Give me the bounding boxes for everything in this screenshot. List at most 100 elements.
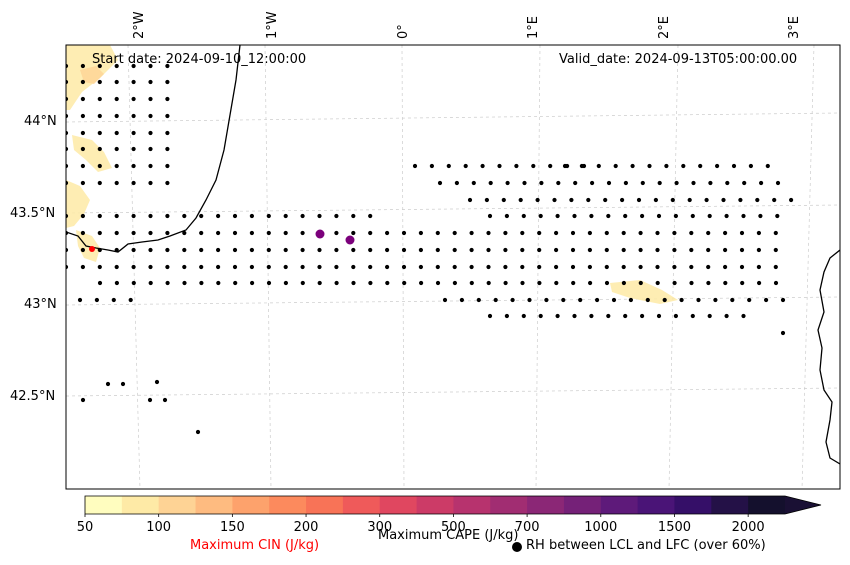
rh-dot <box>182 280 187 286</box>
colorbar-segment <box>195 496 233 514</box>
rh-dot <box>741 313 746 319</box>
rh-dot <box>165 63 170 69</box>
rh-dot <box>351 264 356 270</box>
rh-dot <box>504 313 509 319</box>
rh-dot <box>165 130 170 136</box>
rh-dot <box>740 280 745 286</box>
rh-dot <box>707 213 712 219</box>
rh-dot <box>418 247 423 253</box>
cape-marker <box>315 229 325 239</box>
rh-dot <box>773 264 778 270</box>
rh-dot <box>249 230 254 236</box>
rh-dot <box>789 197 794 203</box>
rh-dot <box>756 247 762 253</box>
rh-dot <box>587 247 593 253</box>
rh-dot <box>66 247 69 253</box>
rh-dot <box>463 163 468 169</box>
colorbar-segment <box>416 496 454 514</box>
rh-dot <box>604 264 609 270</box>
rh-dot <box>755 197 760 203</box>
rh-dot <box>66 180 69 186</box>
rh-dot <box>77 297 83 303</box>
rh-dot <box>587 264 593 270</box>
rh-dot <box>469 264 474 270</box>
rh-dot <box>66 163 69 169</box>
rh-dot <box>266 264 271 270</box>
rh-dot <box>66 213 69 219</box>
rh-dot <box>401 264 407 270</box>
rh-dot <box>497 163 502 169</box>
rh-dot <box>586 197 591 203</box>
cape-shading <box>66 45 678 304</box>
rh-dot <box>673 313 679 319</box>
rh-dot <box>165 163 170 169</box>
rh-dot <box>730 297 735 303</box>
rh-dot <box>759 180 764 186</box>
rh-dot <box>707 313 712 319</box>
rh-dot <box>620 197 625 203</box>
rh-dot <box>647 163 652 169</box>
colorbar-segment <box>158 496 197 514</box>
rh-dot <box>111 297 116 303</box>
rh-dot <box>195 429 201 435</box>
rh-dot <box>537 230 542 236</box>
rh-dot <box>630 163 635 169</box>
rh-dot <box>385 280 390 286</box>
rh-dot <box>544 297 549 303</box>
rh-dot <box>531 163 536 169</box>
rh-dot <box>97 163 102 169</box>
rh-dot <box>715 163 720 169</box>
rh-dot <box>147 397 153 403</box>
cape-area <box>610 280 678 304</box>
rh-legend-dot-icon <box>512 542 522 552</box>
rh-dot <box>80 247 85 253</box>
colorbar-tick-label: 700 <box>514 520 540 535</box>
rh-dot <box>368 213 373 219</box>
rh-dot <box>114 130 119 136</box>
rh-dot <box>162 397 168 403</box>
cape-colorbar-label: Maximum CAPE (J/kg) <box>378 528 519 543</box>
rh-dot <box>300 230 305 236</box>
rh-dot <box>418 230 423 236</box>
rh-dot <box>148 180 153 186</box>
rh-dot <box>94 297 99 303</box>
rh-dot <box>165 280 170 286</box>
rh-dot <box>80 113 85 119</box>
rh-dot <box>764 297 769 303</box>
rh-dot <box>604 280 610 286</box>
colorbar-segment <box>637 496 675 514</box>
rh-dot <box>535 197 540 203</box>
rh-dot <box>573 180 578 186</box>
rh-dot <box>467 197 473 203</box>
rh-dot <box>572 213 577 219</box>
rh-dot <box>628 297 634 303</box>
rh-dot <box>385 247 390 253</box>
rh-dot <box>606 180 612 186</box>
rh-dot <box>401 230 407 236</box>
rh-dot <box>216 213 221 219</box>
rh-dot <box>723 280 728 286</box>
rh-dot <box>595 297 600 303</box>
rh-dot <box>165 79 170 85</box>
rh-dot <box>148 213 153 219</box>
rh-dot <box>664 163 669 169</box>
rh-dot <box>756 264 762 270</box>
colorbar-tick-label: 2000 <box>731 520 765 535</box>
rh-dot <box>334 247 339 253</box>
lon-label-1w: 1°W <box>265 11 280 39</box>
rh-dot <box>368 230 373 236</box>
rh-dot <box>723 264 728 270</box>
colorbar-outline <box>84 495 822 515</box>
rh-dot <box>578 297 583 303</box>
rh-dot <box>97 79 102 85</box>
rh-dot <box>681 163 686 169</box>
rh-dot <box>645 297 650 303</box>
rh-dot <box>757 280 762 286</box>
rh-dot <box>442 297 448 303</box>
rh-dot <box>385 230 390 236</box>
rh-dot <box>706 280 711 286</box>
rh-dot <box>165 113 170 119</box>
rh-dot <box>131 230 136 236</box>
rh-dot <box>636 197 642 203</box>
rh-dot <box>487 313 493 319</box>
